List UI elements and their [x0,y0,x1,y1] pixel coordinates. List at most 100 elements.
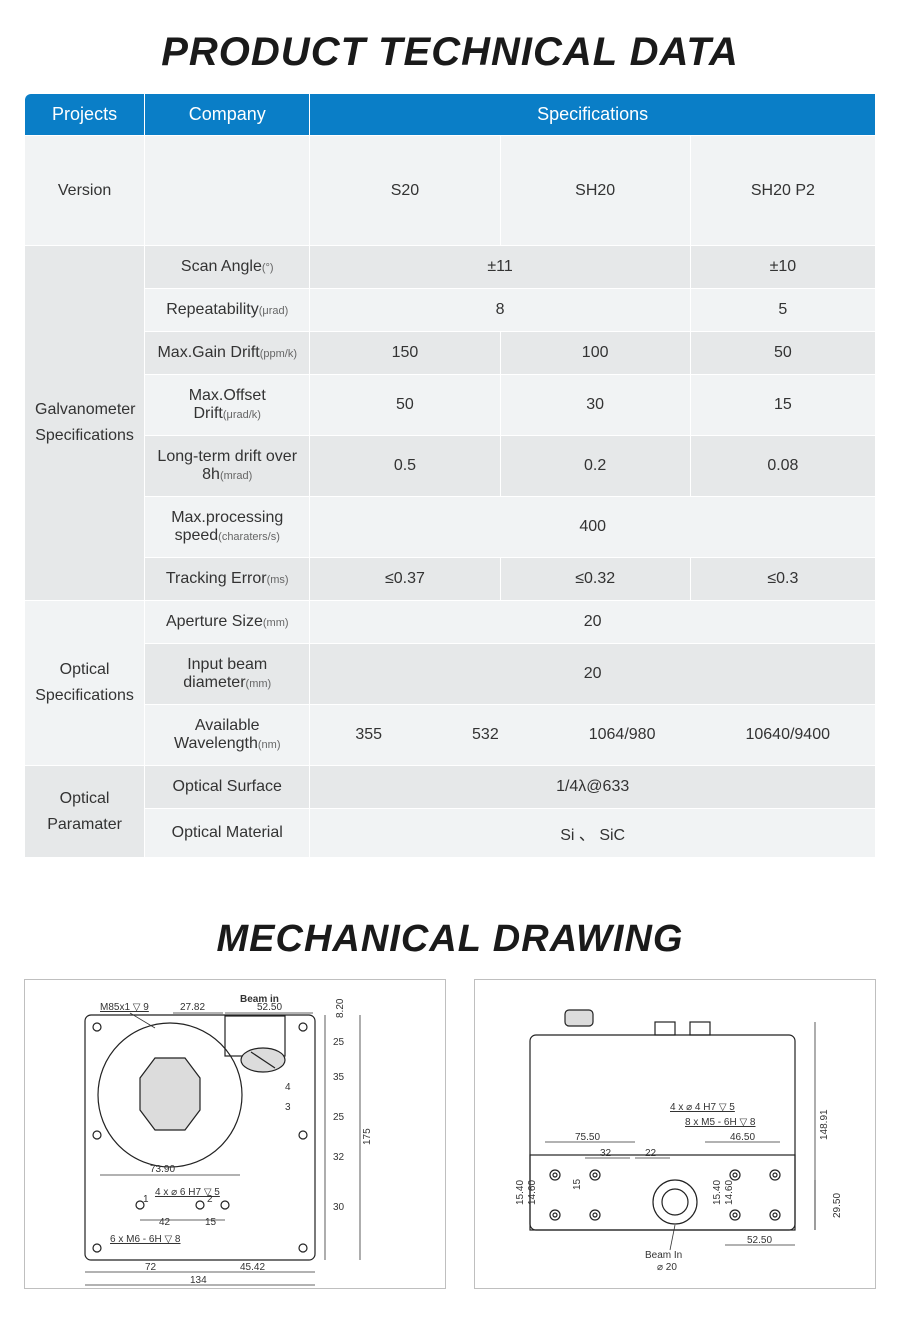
table-row: Repeatability(μrad) 8 5 [25,289,876,332]
version-label: Version [25,136,145,246]
svg-text:15.40: 15.40 [712,1180,723,1205]
drawing-left-svg: Beam in M85x1 ▽ 9 27.82 52.50 8.20 25 35… [25,980,445,1290]
svg-text:134: 134 [190,1275,207,1286]
svg-text:46.50: 46.50 [730,1132,755,1143]
svg-text:M85x1 ▽ 9: M85x1 ▽ 9 [100,1002,149,1013]
spec-table: Projects Company Specifications Version … [24,93,876,858]
wl-1064: 1064/980 [589,726,656,744]
svg-text:72: 72 [145,1262,157,1273]
svg-text:14.60: 14.60 [724,1180,735,1205]
cell: Si 、 SiC [310,809,876,858]
th-company: Company [145,94,310,136]
cell: ±10 [690,246,875,289]
svg-text:8 x M5 - 6H ▽ 8: 8 x M5 - 6H ▽ 8 [685,1117,756,1128]
table-row: Max.processing speed(charaters/s) 400 [25,497,876,558]
drawing-left: Beam in M85x1 ▽ 9 27.82 52.50 8.20 25 35… [24,979,446,1289]
wl-355: 355 [355,726,382,744]
svg-text:1: 1 [143,1194,149,1205]
row-label: Input beam diameter(mm) [145,644,310,705]
svg-text:25: 25 [333,1112,345,1123]
svg-text:⌀ 20: ⌀ 20 [657,1262,677,1273]
svg-text:73.90: 73.90 [150,1164,175,1175]
svg-text:75.50: 75.50 [575,1132,600,1143]
svg-text:Beam In: Beam In [645,1250,682,1261]
svg-text:25: 25 [333,1037,345,1048]
row-label: Available Wavelength(nm) [145,705,310,766]
row-label: Repeatability(μrad) [145,289,310,332]
svg-text:27.82: 27.82 [180,1002,205,1013]
table-header-row: Projects Company Specifications [25,94,876,136]
cell-wavelengths: 355 532 1064/980 10640/9400 [310,705,876,766]
cell: 100 [500,332,690,375]
version-sh20: SH20 [500,136,690,246]
drawings-row: Beam in M85x1 ▽ 9 27.82 52.50 8.20 25 35… [24,979,876,1289]
row-label: Max.Offset Drift(μrad/k) [145,375,310,436]
table-row: Optical Material Si 、 SiC [25,809,876,858]
cell: 15 [690,375,875,436]
th-projects: Projects [25,94,145,136]
row-label: Optical Surface [145,766,310,809]
cell: 400 [310,497,876,558]
cell: ≤0.37 [310,558,500,601]
svg-text:42: 42 [159,1217,171,1228]
table-row: Max.Gain Drift(ppm/k) 150 100 50 [25,332,876,375]
svg-text:15: 15 [205,1217,217,1228]
svg-text:14.60: 14.60 [527,1180,538,1205]
svg-text:148.91: 148.91 [819,1109,830,1140]
cell: 150 [310,332,500,375]
row-label: Long-term drift over 8h(mrad) [145,436,310,497]
table-row: Optical Specifications Aperture Size(mm)… [25,601,876,644]
cell: 30 [500,375,690,436]
cell: 5 [690,289,875,332]
cell: 0.08 [690,436,875,497]
page-title: PRODUCT TECHNICAL DATA [24,30,876,75]
version-row: Version S20 SH20 SH20 P2 [25,136,876,246]
cell: 8 [310,289,690,332]
svg-text:2: 2 [207,1194,213,1205]
svg-text:45.42: 45.42 [240,1262,265,1273]
wl-532: 532 [472,726,499,744]
cell: ≤0.3 [690,558,875,601]
cell: 0.2 [500,436,690,497]
row-label: Scan Angle(°) [145,246,310,289]
table-row: Input beam diameter(mm) 20 [25,644,876,705]
svg-text:175: 175 [362,1128,373,1145]
svg-text:22: 22 [645,1148,657,1159]
cell: 50 [310,375,500,436]
cell: ≤0.32 [500,558,690,601]
svg-text:29.50: 29.50 [832,1193,843,1218]
drawing-right: 4 x ⌀ 4 H7 ▽ 5 8 x M5 - 6H ▽ 8 75.50 46.… [474,979,876,1289]
version-sh20p2: SH20 P2 [690,136,875,246]
svg-text:15: 15 [572,1178,583,1190]
cell: 20 [310,644,876,705]
svg-text:32: 32 [333,1152,345,1163]
table-row: Available Wavelength(nm) 355 532 1064/98… [25,705,876,766]
svg-text:6 x M6 - 6H ▽ 8: 6 x M6 - 6H ▽ 8 [110,1234,181,1245]
table-row: Max.Offset Drift(μrad/k) 50 30 15 [25,375,876,436]
svg-text:4 x ⌀ 4 H7 ▽ 5: 4 x ⌀ 4 H7 ▽ 5 [670,1102,735,1113]
table-row: Tracking Error(ms) ≤0.37 ≤0.32 ≤0.3 [25,558,876,601]
svg-text:3: 3 [285,1102,291,1113]
svg-text:8.20: 8.20 [335,998,346,1018]
cell: 50 [690,332,875,375]
svg-text:30: 30 [333,1202,345,1213]
svg-text:52.50: 52.50 [747,1235,772,1246]
version-company [145,136,310,246]
table-row: Optical Paramater Optical Surface 1/4λ@6… [25,766,876,809]
section-optical-spec: Optical Specifications [25,601,145,766]
drawing-right-svg: 4 x ⌀ 4 H7 ▽ 5 8 x M5 - 6H ▽ 8 75.50 46.… [475,980,875,1290]
svg-text:35: 35 [333,1072,345,1083]
version-s20: S20 [310,136,500,246]
th-specs: Specifications [310,94,876,136]
cell: 0.5 [310,436,500,497]
cell: ±11 [310,246,690,289]
cell: 1/4λ@633 [310,766,876,809]
cell: 20 [310,601,876,644]
row-label: Max.Gain Drift(ppm/k) [145,332,310,375]
table-row: Long-term drift over 8h(mrad) 0.5 0.2 0.… [25,436,876,497]
wl-10640: 10640/9400 [745,726,830,744]
row-label: Optical Material [145,809,310,858]
svg-text:4: 4 [285,1082,291,1093]
section-optical-param: Optical Paramater [25,766,145,858]
row-label: Tracking Error(ms) [145,558,310,601]
